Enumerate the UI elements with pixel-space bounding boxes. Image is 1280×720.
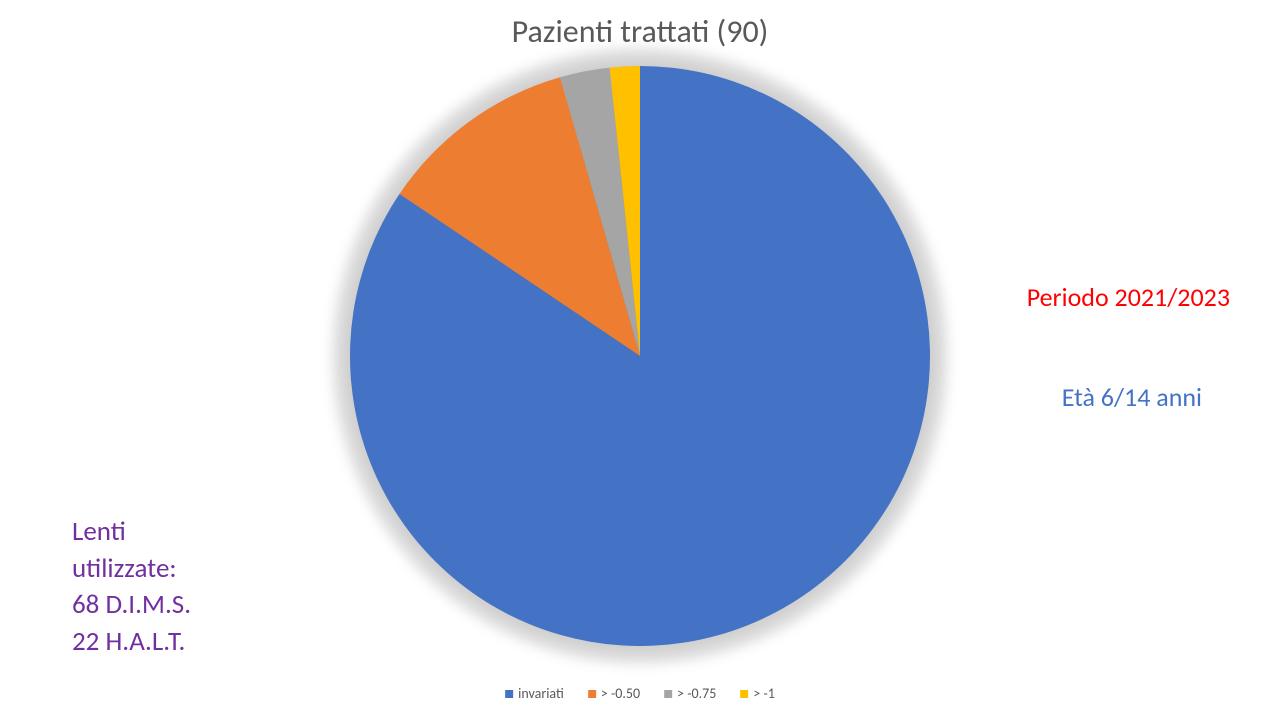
annotation-line: 68 D.I.M.S.: [72, 587, 191, 623]
legend-swatch: [588, 690, 596, 698]
pie-chart: [350, 66, 930, 646]
annotation-eta: Età 6/14 anni: [1062, 380, 1202, 415]
chart-title: Pazienti trattati (90): [512, 12, 769, 51]
legend-item: > -1: [740, 685, 775, 702]
legend: invariati > -0.50 > -0.75 > -1: [505, 685, 775, 702]
annotation-line: 22 H.A.L.T.: [72, 624, 191, 660]
annotation-line: utilizzate:: [72, 551, 191, 587]
legend-item: > -0.50: [588, 685, 640, 702]
legend-label: > -0.50: [601, 685, 640, 702]
pie-svg: [350, 66, 930, 646]
legend-item: > -0.75: [664, 685, 716, 702]
legend-label: > -1: [753, 685, 775, 702]
legend-label: invariati: [518, 685, 564, 702]
annotation-line: Lenti: [72, 514, 191, 550]
legend-swatch: [664, 690, 672, 698]
legend-swatch: [740, 690, 748, 698]
annotation-lenti: Lentiutilizzate:68 D.I.M.S.22 H.A.L.T.: [72, 514, 191, 660]
legend-label: > -0.75: [677, 685, 716, 702]
legend-swatch: [505, 690, 513, 698]
annotation-periodo: Periodo 2021/2023: [1027, 280, 1230, 315]
legend-item: invariati: [505, 685, 564, 702]
